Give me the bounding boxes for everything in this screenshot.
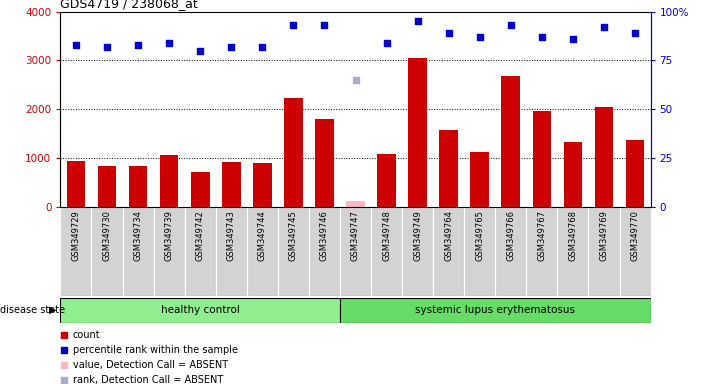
Point: [58, 347, 70, 353]
Bar: [626, 140, 644, 207]
Point: [319, 22, 330, 28]
Bar: [378, 154, 396, 207]
Point: [443, 30, 454, 36]
Bar: [222, 162, 240, 207]
Bar: [97, 166, 117, 207]
Text: disease state: disease state: [0, 305, 68, 315]
Bar: [154, 207, 185, 296]
Text: GSM349768: GSM349768: [568, 210, 577, 261]
Text: GSM349748: GSM349748: [382, 210, 391, 261]
Text: GSM349730: GSM349730: [102, 210, 112, 261]
Bar: [439, 130, 458, 207]
Point: [132, 42, 144, 48]
Bar: [309, 207, 340, 296]
Point: [195, 48, 206, 54]
Text: value, Detection Call = ABSENT: value, Detection Call = ABSENT: [73, 360, 228, 370]
Bar: [464, 207, 496, 296]
Text: rank, Detection Call = ABSENT: rank, Detection Call = ABSENT: [73, 375, 223, 384]
Point: [350, 77, 361, 83]
Point: [58, 332, 70, 338]
Bar: [340, 207, 371, 296]
Text: GSM349743: GSM349743: [227, 210, 236, 261]
Bar: [315, 119, 333, 207]
Text: GSM349749: GSM349749: [413, 210, 422, 261]
Text: GSM349745: GSM349745: [289, 210, 298, 261]
Text: healthy control: healthy control: [161, 305, 240, 315]
Bar: [129, 166, 147, 207]
Bar: [60, 298, 340, 323]
Text: systemic lupus erythematosus: systemic lupus erythematosus: [415, 305, 575, 315]
Bar: [92, 207, 122, 296]
Point: [505, 22, 516, 28]
Point: [164, 40, 175, 46]
Text: count: count: [73, 330, 100, 340]
Bar: [496, 207, 526, 296]
Text: GSM349770: GSM349770: [631, 210, 639, 261]
Bar: [371, 207, 402, 296]
Bar: [185, 207, 215, 296]
Point: [102, 44, 113, 50]
Text: GSM349729: GSM349729: [72, 210, 80, 261]
Point: [412, 18, 423, 25]
Bar: [215, 207, 247, 296]
Point: [629, 30, 641, 36]
Bar: [557, 207, 589, 296]
Bar: [594, 108, 614, 207]
Bar: [122, 207, 154, 296]
Point: [257, 44, 268, 50]
Bar: [346, 202, 365, 207]
Text: GSM349742: GSM349742: [196, 210, 205, 261]
Bar: [191, 172, 210, 207]
Text: GSM349744: GSM349744: [258, 210, 267, 261]
Bar: [402, 207, 433, 296]
Text: ▶: ▶: [49, 305, 57, 315]
Text: GSM349769: GSM349769: [599, 210, 609, 261]
Point: [58, 362, 70, 368]
Point: [536, 34, 547, 40]
Point: [288, 22, 299, 28]
Point: [598, 24, 609, 30]
Point: [225, 44, 237, 50]
Bar: [60, 207, 92, 296]
Text: GSM349734: GSM349734: [134, 210, 143, 261]
Point: [567, 36, 579, 42]
Point: [70, 42, 82, 48]
Bar: [564, 142, 582, 207]
Text: GSM349767: GSM349767: [538, 210, 546, 261]
Text: GSM349739: GSM349739: [165, 210, 173, 261]
Bar: [408, 58, 427, 207]
Text: GSM349765: GSM349765: [475, 210, 484, 261]
Bar: [433, 207, 464, 296]
Text: GDS4719 / 238068_at: GDS4719 / 238068_at: [60, 0, 198, 10]
Bar: [501, 76, 520, 207]
Bar: [253, 163, 272, 207]
Bar: [533, 111, 551, 207]
Text: GSM349766: GSM349766: [506, 210, 515, 261]
Bar: [526, 207, 557, 296]
Point: [58, 377, 70, 383]
Text: GSM349747: GSM349747: [351, 210, 360, 261]
Bar: [589, 207, 619, 296]
Point: [474, 34, 486, 40]
Bar: [340, 298, 651, 323]
Text: GSM349746: GSM349746: [320, 210, 329, 261]
Bar: [67, 161, 85, 207]
Bar: [247, 207, 278, 296]
Text: percentile rank within the sample: percentile rank within the sample: [73, 345, 237, 355]
Bar: [160, 155, 178, 207]
Bar: [284, 98, 303, 207]
Bar: [278, 207, 309, 296]
Bar: [619, 207, 651, 296]
Bar: [471, 152, 489, 207]
Point: [381, 40, 392, 46]
Text: GSM349764: GSM349764: [444, 210, 453, 261]
